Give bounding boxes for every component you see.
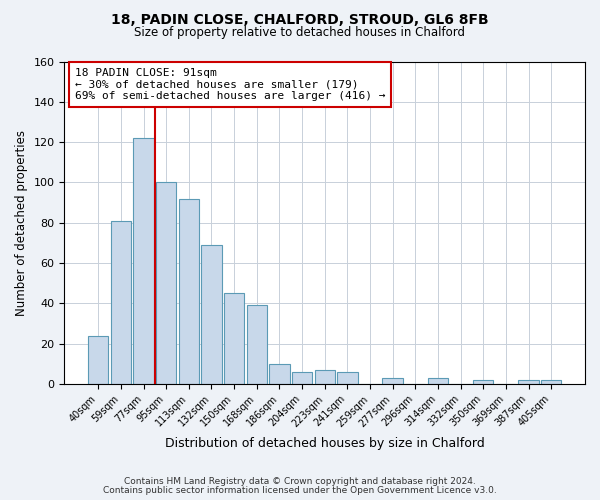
Bar <box>156 182 176 384</box>
Text: 18 PADIN CLOSE: 91sqm
← 30% of detached houses are smaller (179)
69% of semi-det: 18 PADIN CLOSE: 91sqm ← 30% of detached … <box>75 68 385 101</box>
Bar <box>269 364 290 384</box>
Bar <box>428 378 448 384</box>
Bar <box>224 294 244 384</box>
Bar <box>473 380 493 384</box>
Bar <box>111 220 131 384</box>
Bar <box>201 245 221 384</box>
Bar <box>518 380 539 384</box>
Text: 18, PADIN CLOSE, CHALFORD, STROUD, GL6 8FB: 18, PADIN CLOSE, CHALFORD, STROUD, GL6 8… <box>111 12 489 26</box>
Bar <box>179 198 199 384</box>
X-axis label: Distribution of detached houses by size in Chalford: Distribution of detached houses by size … <box>165 437 485 450</box>
Bar <box>292 372 312 384</box>
Bar <box>382 378 403 384</box>
Text: Contains HM Land Registry data © Crown copyright and database right 2024.: Contains HM Land Registry data © Crown c… <box>124 477 476 486</box>
Bar <box>337 372 358 384</box>
Bar <box>247 306 267 384</box>
Text: Contains public sector information licensed under the Open Government Licence v3: Contains public sector information licen… <box>103 486 497 495</box>
Y-axis label: Number of detached properties: Number of detached properties <box>15 130 28 316</box>
Bar <box>314 370 335 384</box>
Text: Size of property relative to detached houses in Chalford: Size of property relative to detached ho… <box>134 26 466 39</box>
Bar <box>133 138 154 384</box>
Bar <box>88 336 109 384</box>
Bar <box>541 380 562 384</box>
